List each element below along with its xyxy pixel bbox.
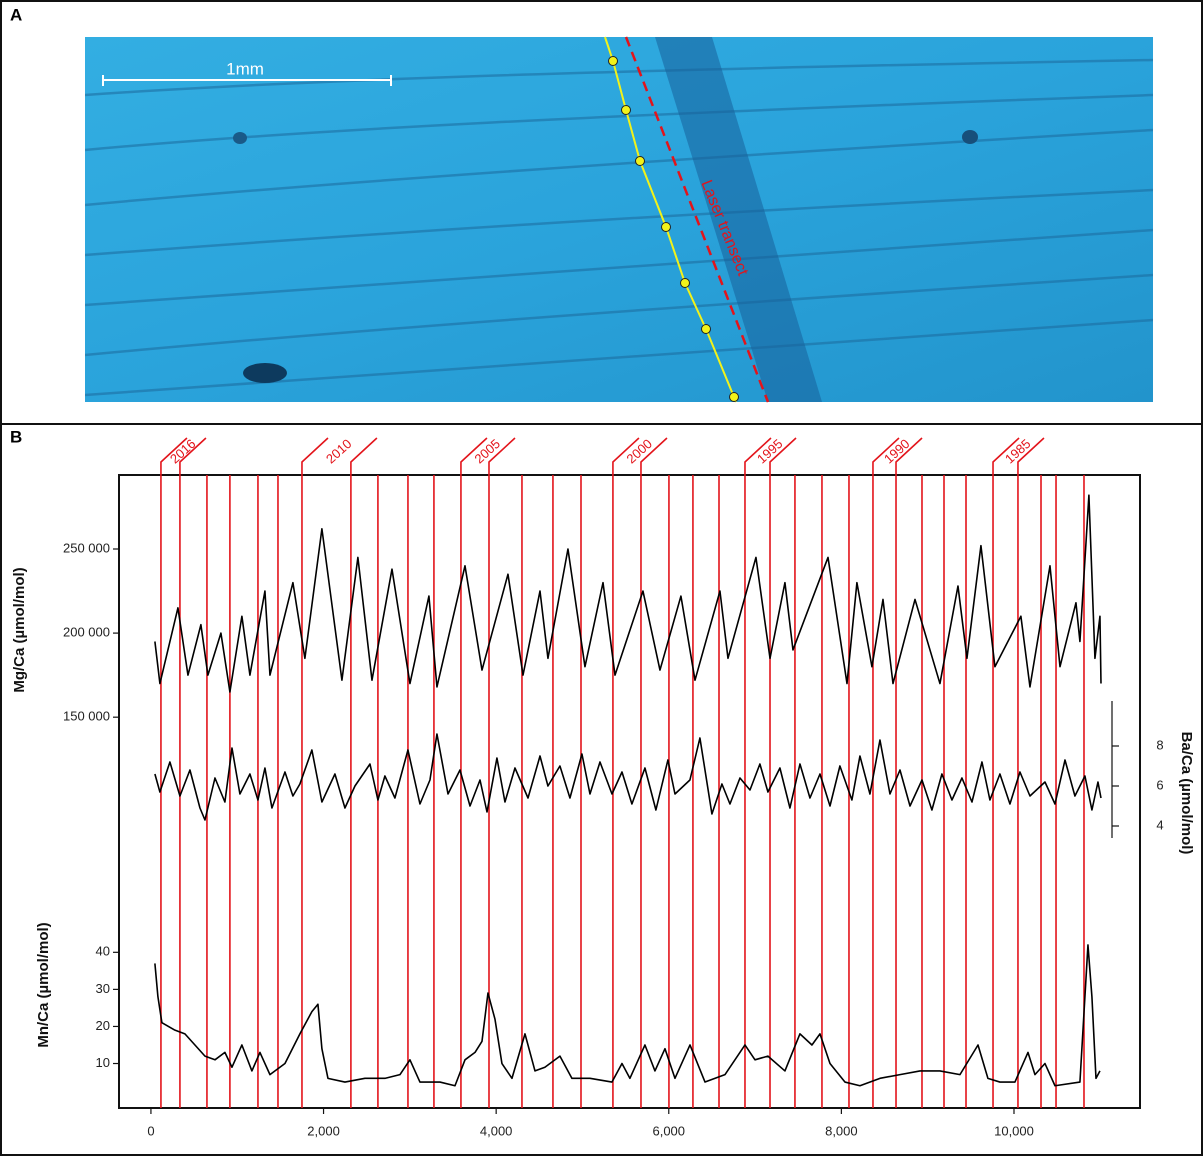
year-flag (895, 437, 923, 475)
laser-transect (624, 36, 770, 403)
year-flag (179, 437, 207, 475)
y-tick-label: 30 (96, 981, 110, 996)
year-flag (488, 437, 516, 475)
x-tick-label: 6,000 (652, 1123, 685, 1138)
year-flag (992, 437, 1020, 475)
year-flag (640, 437, 668, 475)
x-tick-label: 8,000 (825, 1123, 858, 1138)
y-tick-label: 40 (96, 944, 110, 959)
pit (962, 130, 978, 144)
y-axis-label: Ba/Ca (µmol/mol) (1178, 732, 1195, 855)
pit (233, 132, 247, 144)
y-axis-label: Mn/Ca (µmol/mol) (35, 922, 52, 1047)
pit (243, 363, 287, 383)
y-axis-label: Mg/Ca (µmol/mol) (11, 567, 28, 692)
x-tick-label: 0 (147, 1123, 154, 1138)
y-tick-label: 200 000 (63, 625, 110, 640)
growth-lines (85, 58, 1153, 397)
year-flag (769, 437, 797, 475)
trace (154, 733, 1102, 821)
year-flag (872, 437, 900, 475)
y-tick-label: 150 000 (63, 709, 110, 724)
scale-bar-label: 1mm (226, 59, 264, 78)
year-flag (160, 437, 188, 475)
y-tick-label: 6 (1156, 777, 1163, 792)
trace (154, 494, 1102, 693)
year-flag (612, 437, 640, 475)
y-tick-label: 250 000 (63, 540, 110, 555)
ablation-track (655, 37, 822, 402)
trace (154, 944, 1101, 1087)
plot-frame (118, 474, 1141, 1109)
year-flag (744, 437, 772, 475)
growth-points (608, 56, 739, 402)
x-tick-label: 2,000 (307, 1123, 340, 1138)
y-tick-label: 8 (1156, 737, 1163, 752)
scale-bar (102, 75, 392, 86)
year-flag (460, 437, 488, 475)
x-tick-label: 10,000 (994, 1123, 1034, 1138)
panel-label: B (10, 427, 22, 446)
shell-photo (85, 37, 1153, 402)
y-tick-label: 10 (96, 1055, 110, 1070)
year-flag (301, 437, 329, 475)
y-tick-label: 4 (1156, 817, 1163, 832)
y-tick-label: 20 (96, 1018, 110, 1033)
x-tick-label: 4,000 (480, 1123, 513, 1138)
year-flag (350, 437, 378, 475)
panel-label: A (10, 5, 22, 24)
year-flag (1017, 437, 1045, 475)
